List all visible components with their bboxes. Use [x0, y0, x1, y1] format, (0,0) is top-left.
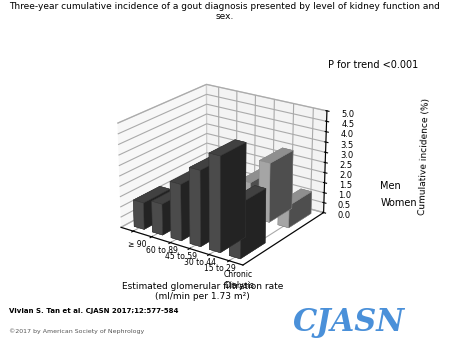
Text: Vivian S. Tan et al. CJASN 2017;12:577-584: Vivian S. Tan et al. CJASN 2017;12:577-5… [9, 308, 179, 314]
Text: Three-year cumulative incidence of a gout diagnosis presented by level of kidney: Three-year cumulative incidence of a gou… [9, 2, 441, 21]
Text: Estimated glomerular filtration rate
(ml/min per 1.73 m²): Estimated glomerular filtration rate (ml… [122, 282, 283, 301]
Text: ©2017 by American Society of Nephrology: ©2017 by American Society of Nephrology [9, 328, 144, 334]
Text: CJASN: CJASN [292, 307, 405, 338]
Text: P for trend <0.001: P for trend <0.001 [328, 59, 419, 70]
Text: Women: Women [380, 198, 417, 208]
Text: Men: Men [380, 181, 401, 191]
